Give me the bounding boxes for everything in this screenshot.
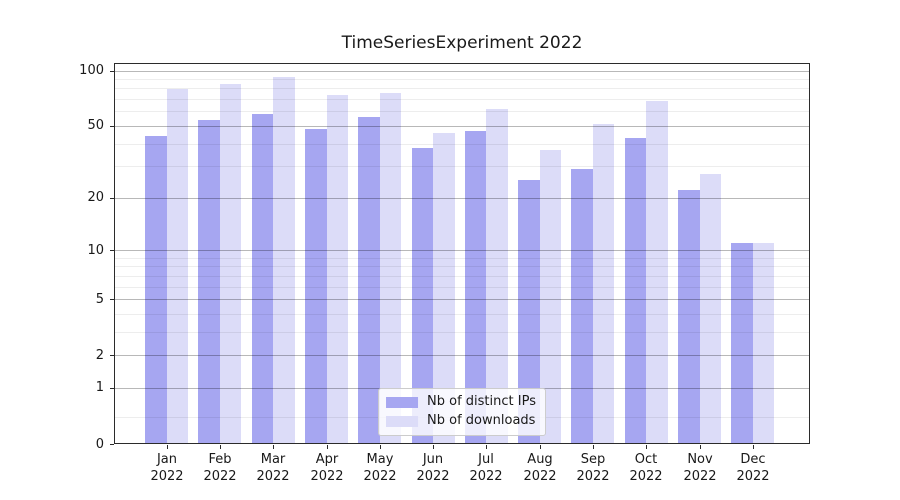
y-tick-mark-1 xyxy=(110,388,114,389)
legend: Nb of distinct IPs Nb of downloads xyxy=(378,388,546,436)
bar-distinct-ips-feb xyxy=(198,119,220,444)
x-tick-mark-dec xyxy=(753,445,754,449)
bar-downloads-mar xyxy=(273,77,295,444)
minor-gridline-90 xyxy=(114,79,810,80)
legend-swatch-downloads xyxy=(386,415,419,427)
major-gridline-2 xyxy=(114,355,810,356)
y-tick-label-100: 100 xyxy=(79,63,104,78)
legend-swatch-distinct-ips xyxy=(386,396,419,408)
x-tick-label-mar: Mar 2022 xyxy=(256,452,290,484)
x-tick-mark-apr xyxy=(327,445,328,449)
major-gridline-10 xyxy=(114,250,810,251)
minor-gridline-6 xyxy=(114,287,810,288)
x-tick-mark-mar xyxy=(273,445,274,449)
bar-downloads-aug xyxy=(539,149,562,444)
x-tick-mark-nov xyxy=(700,445,701,449)
x-tick-mark-jan xyxy=(167,445,168,449)
minor-gridline-8 xyxy=(114,266,810,267)
minor-gridline-3 xyxy=(114,332,810,333)
x-tick-label-oct: Oct 2022 xyxy=(629,452,663,484)
x-tick-label-dec: Dec 2022 xyxy=(736,452,770,484)
bar-distinct-ips-aug xyxy=(518,180,540,444)
major-gridline-5 xyxy=(114,299,810,300)
chart-title: TimeSeriesExperiment 2022 xyxy=(341,33,583,53)
y-tick-mark-0 xyxy=(110,444,114,445)
minor-gridline-30 xyxy=(114,166,810,167)
x-tick-label-feb: Feb 2022 xyxy=(203,452,237,484)
y-tick-label-1: 1 xyxy=(95,380,104,395)
x-tick-mark-may xyxy=(380,445,381,449)
x-tick-mark-jun xyxy=(433,445,434,449)
minor-gridline-9 xyxy=(114,258,810,259)
bar-distinct-ips-jul xyxy=(464,130,487,444)
y-tick-label-0: 0 xyxy=(95,437,104,452)
y-tick-mark-100 xyxy=(110,71,114,72)
x-tick-label-nov: Nov 2022 xyxy=(683,452,717,484)
x-tick-label-may: May 2022 xyxy=(363,452,397,484)
bar-downloads-sep xyxy=(592,124,615,444)
bar-downloads-oct xyxy=(646,101,668,444)
minor-gridline-80 xyxy=(114,88,810,89)
y-tick-label-50: 50 xyxy=(87,118,104,133)
x-tick-mark-jul xyxy=(486,445,487,449)
legend-label-distinct-ips: Nb of distinct IPs xyxy=(427,394,536,409)
y-tick-mark-20 xyxy=(110,198,114,199)
x-tick-label-jan: Jan 2022 xyxy=(150,452,184,484)
y-tick-label-10: 10 xyxy=(87,243,104,258)
major-gridline-20 xyxy=(114,198,810,199)
y-tick-label-5: 5 xyxy=(95,292,104,307)
major-gridline-50 xyxy=(114,126,810,127)
bar-distinct-ips-jun xyxy=(411,147,434,444)
x-tick-mark-aug xyxy=(540,445,541,449)
bar-distinct-ips-sep xyxy=(571,168,593,444)
bar-downloads-dec xyxy=(752,242,775,444)
bar-distinct-ips-mar xyxy=(251,114,274,444)
bar-downloads-jun xyxy=(433,132,455,444)
minor-gridline-40 xyxy=(114,144,810,145)
y-tick-mark-5 xyxy=(110,299,114,300)
legend-label-downloads: Nb of downloads xyxy=(427,413,536,428)
x-tick-mark-sep xyxy=(593,445,594,449)
minor-gridline-60 xyxy=(114,111,810,112)
y-tick-label-20: 20 xyxy=(87,190,104,205)
bar-downloads-jul xyxy=(486,108,508,444)
minor-gridline-70 xyxy=(114,99,810,100)
bar-downloads-jan xyxy=(166,88,189,444)
y-tick-mark-2 xyxy=(110,355,114,356)
bar-distinct-ips-dec xyxy=(731,242,753,444)
minor-gridline-4 xyxy=(114,314,810,315)
plot-area: Nb of distinct IPs Nb of downloads xyxy=(114,63,810,444)
minor-gridline-7 xyxy=(114,276,810,277)
y-tick-mark-10 xyxy=(110,250,114,251)
major-gridline-100 xyxy=(114,71,810,72)
bar-distinct-ips-oct xyxy=(624,137,647,444)
y-tick-label-2: 2 xyxy=(95,348,104,363)
bar-downloads-feb xyxy=(219,83,242,444)
x-tick-mark-oct xyxy=(646,445,647,449)
bar-distinct-ips-nov xyxy=(678,190,700,444)
x-tick-mark-feb xyxy=(220,445,221,449)
legend-item-distinct-ips: Nb of distinct IPs xyxy=(386,394,536,410)
x-tick-label-sep: Sep 2022 xyxy=(576,452,610,484)
x-tick-label-jul: Jul 2022 xyxy=(469,452,503,484)
bar-distinct-ips-apr xyxy=(305,129,327,444)
x-tick-label-jun: Jun 2022 xyxy=(416,452,450,484)
bar-distinct-ips-may xyxy=(358,116,380,444)
x-tick-label-apr: Apr 2022 xyxy=(310,452,344,484)
x-tick-label-aug: Aug 2022 xyxy=(523,452,557,484)
bar-downloads-nov xyxy=(699,174,721,444)
y-tick-mark-50 xyxy=(110,126,114,127)
bar-distinct-ips-jan xyxy=(145,136,167,444)
bar-downloads-may xyxy=(379,92,402,444)
bar-downloads-apr xyxy=(326,94,349,444)
legend-item-downloads: Nb of downloads xyxy=(386,413,536,429)
